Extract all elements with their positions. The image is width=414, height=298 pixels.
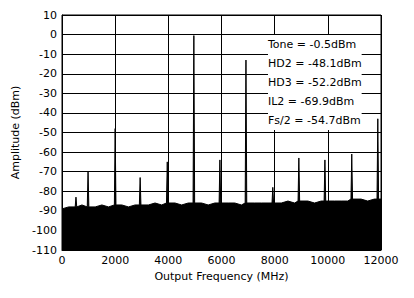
svg-text:-40: -40 bbox=[39, 106, 57, 119]
svg-text:4000: 4000 bbox=[154, 254, 182, 267]
svg-text:HD2 = -48.1dBm: HD2 = -48.1dBm bbox=[268, 57, 362, 70]
svg-text:-100: -100 bbox=[32, 224, 57, 237]
svg-text:Fs/2 = -54.7dBm: Fs/2 = -54.7dBm bbox=[268, 114, 361, 127]
svg-text:2000: 2000 bbox=[101, 254, 129, 267]
svg-text:-50: -50 bbox=[39, 126, 57, 139]
svg-text:-10: -10 bbox=[39, 48, 57, 61]
svg-text:-70: -70 bbox=[39, 165, 57, 178]
svg-text:-110: -110 bbox=[32, 244, 57, 257]
svg-text:-80: -80 bbox=[39, 185, 57, 198]
svg-text:10000: 10000 bbox=[310, 254, 345, 267]
svg-text:0: 0 bbox=[59, 254, 66, 267]
svg-text:Amplitude (dBm): Amplitude (dBm) bbox=[9, 86, 22, 180]
svg-text:6000: 6000 bbox=[208, 254, 236, 267]
svg-text:Tone = -0.5dBm: Tone = -0.5dBm bbox=[267, 38, 356, 51]
svg-text:-90: -90 bbox=[39, 204, 57, 217]
svg-text:-20: -20 bbox=[39, 67, 57, 80]
svg-text:0: 0 bbox=[50, 28, 57, 41]
svg-text:Output Frequency (MHz): Output Frequency (MHz) bbox=[154, 270, 288, 283]
svg-text:10: 10 bbox=[43, 9, 57, 22]
svg-text:8000: 8000 bbox=[261, 254, 289, 267]
svg-text:-30: -30 bbox=[39, 87, 57, 100]
svg-text:HD3 = -52.2dBm: HD3 = -52.2dBm bbox=[268, 76, 362, 89]
svg-text:IL2 = -69.9dBm: IL2 = -69.9dBm bbox=[268, 95, 354, 108]
svg-text:12000: 12000 bbox=[364, 254, 399, 267]
svg-text:-60: -60 bbox=[39, 146, 57, 159]
